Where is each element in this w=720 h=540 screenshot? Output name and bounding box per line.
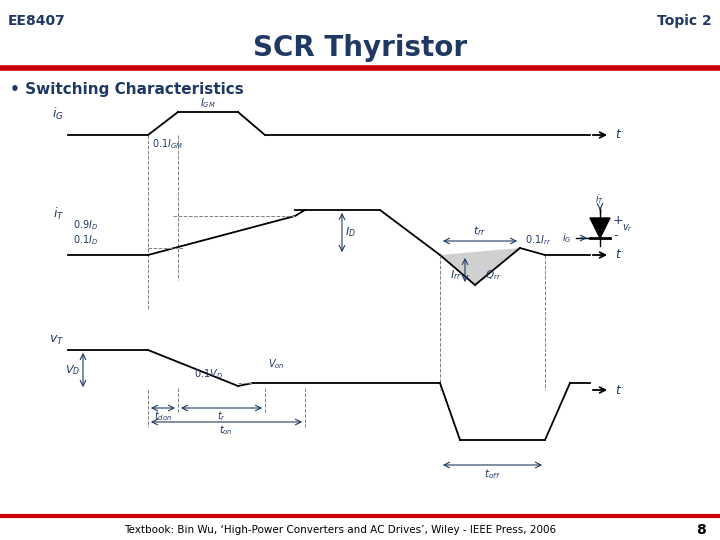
Text: $V_{on}$: $V_{on}$ — [268, 357, 284, 371]
Text: $0.9I_D$: $0.9I_D$ — [73, 218, 98, 232]
Text: Textbook: Bin Wu, ‘High-Power Converters and AC Drives’, Wiley - IEEE Press, 200: Textbook: Bin Wu, ‘High-Power Converters… — [124, 525, 556, 535]
Text: $i_T$: $i_T$ — [595, 192, 605, 206]
Text: $0.1I_D$: $0.1I_D$ — [73, 233, 98, 247]
Text: $I_{GM}$: $I_{GM}$ — [200, 96, 216, 110]
Text: $0.1I_{rr}$: $0.1I_{rr}$ — [525, 233, 552, 247]
Text: $t$: $t$ — [615, 129, 622, 141]
Text: $v_r$: $v_r$ — [622, 222, 633, 234]
Text: $t_{rr}$: $t_{rr}$ — [474, 224, 487, 238]
Text: $t_{don}$: $t_{don}$ — [154, 409, 172, 423]
Text: 8: 8 — [696, 523, 706, 537]
Text: $t$: $t$ — [615, 248, 622, 261]
Text: $v_T$: $v_T$ — [49, 334, 64, 347]
Polygon shape — [440, 248, 520, 285]
Text: $0.1V_D$: $0.1V_D$ — [194, 367, 223, 381]
Text: $i_G$: $i_G$ — [562, 231, 572, 245]
Text: $t$: $t$ — [615, 383, 622, 396]
Text: -: - — [613, 230, 618, 242]
Text: $Q_{rr}$: $Q_{rr}$ — [485, 268, 502, 282]
Text: • Switching Characteristics: • Switching Characteristics — [10, 82, 244, 97]
Text: SCR Thyristor: SCR Thyristor — [253, 34, 467, 62]
Text: Topic 2: Topic 2 — [657, 14, 712, 28]
Text: EE8407: EE8407 — [8, 14, 66, 28]
Text: $V_D$: $V_D$ — [65, 363, 80, 377]
Text: $I_{rr}$: $I_{rr}$ — [450, 268, 462, 282]
Text: $i_T$: $i_T$ — [53, 206, 64, 222]
Text: $I_D$: $I_D$ — [345, 225, 356, 239]
Polygon shape — [590, 218, 610, 238]
Text: $t_{on}$: $t_{on}$ — [219, 423, 233, 437]
Text: $t_r$: $t_r$ — [217, 409, 225, 423]
Text: $i_G$: $i_G$ — [52, 106, 64, 122]
Text: $0.1I_{GM}$: $0.1I_{GM}$ — [152, 137, 184, 151]
Text: +: + — [613, 213, 624, 226]
Text: $t_{off}$: $t_{off}$ — [484, 467, 500, 481]
